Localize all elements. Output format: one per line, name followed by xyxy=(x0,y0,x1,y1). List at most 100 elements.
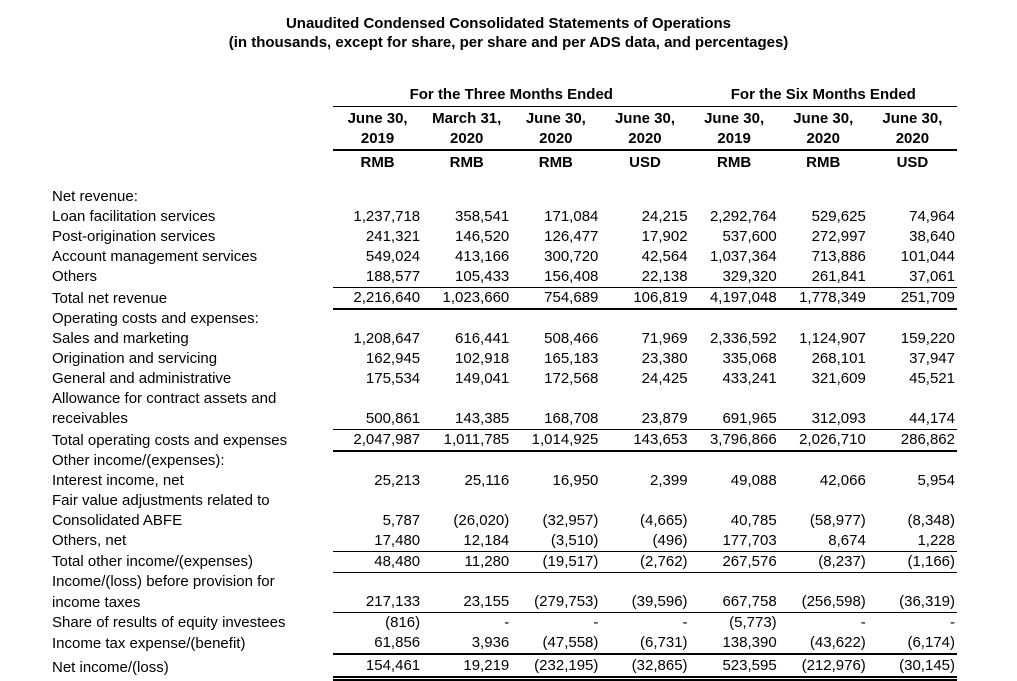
cell-col-2 xyxy=(422,451,511,471)
cell-col-3: (279,753) xyxy=(511,592,601,613)
cell-col-4: (6,731) xyxy=(600,633,690,655)
cell-col-5 xyxy=(690,491,779,511)
row-label: Net revenue: xyxy=(52,187,138,205)
row-label: Fair value adjustments related to xyxy=(52,491,270,509)
cell-col-5: 2,292,764 xyxy=(709,207,777,225)
cell-col-2: 413,166 xyxy=(455,247,510,265)
cell-col-3: 156,408 xyxy=(511,266,601,288)
cell-col-6: 1,124,907 xyxy=(799,329,866,347)
cell-col-6: 268,101 xyxy=(811,349,866,367)
cell-col-5: 667,758 xyxy=(689,592,779,613)
cell-col-5 xyxy=(690,572,779,592)
cell-col-1: 549,024 xyxy=(365,247,421,265)
cell-col-3: (3,510) xyxy=(511,530,601,552)
cell-col-5: 267,576 xyxy=(689,551,779,573)
cell-col-3: (47,558) xyxy=(511,633,601,655)
cell-col-4: 106,819 xyxy=(600,287,690,310)
cell-col-3: (19,517) xyxy=(511,551,601,573)
row-label: Interest income, net xyxy=(52,471,184,489)
row-label: Loan facilitation services xyxy=(52,207,216,225)
cell-col-3: 16,950 xyxy=(552,471,599,489)
total-row: Total other income/(expenses) 48,480 11,… xyxy=(52,551,957,573)
cell-col-4 xyxy=(600,572,689,592)
title-block: Unaudited Condensed Consolidated Stateme… xyxy=(0,0,1017,52)
item-row: Consolidated ABFE 5,787 (26,020) (32,957… xyxy=(52,511,957,531)
cell-col-6: (58,977) xyxy=(809,511,866,529)
column-header-1: June 30, 2019 xyxy=(333,106,423,151)
cell-col-2: 23,155 xyxy=(422,592,512,613)
page-subtitle: (in thousands, except for share, per sha… xyxy=(228,34,789,51)
cell-col-7: (8,348) xyxy=(907,511,955,529)
cell-col-5: (5,773) xyxy=(729,614,777,631)
cell-col-3: (32,957) xyxy=(542,511,599,529)
header-corner xyxy=(52,150,333,175)
header-corner xyxy=(52,106,333,150)
cell-col-1 xyxy=(333,309,422,329)
cell-col-6: (8,237) xyxy=(778,551,868,573)
cell-col-6: 312,093 xyxy=(778,408,868,430)
item-row: Interest income, net 25,213 25,116 16,95… xyxy=(52,471,957,491)
item-row: Account management services 549,024 413,… xyxy=(52,247,957,267)
cell-col-5: 3,796,866 xyxy=(689,429,779,452)
cell-col-3 xyxy=(511,572,600,592)
cell-col-6: - xyxy=(860,614,866,631)
cell-col-2: 105,433 xyxy=(422,266,512,288)
cell-col-1: 217,133 xyxy=(333,592,423,613)
cell-col-4: (496) xyxy=(600,530,690,552)
wrap-row: Fair value adjustments related to xyxy=(52,491,957,511)
item-row: receivables 500,861 143,385 168,708 23,8… xyxy=(52,408,957,430)
cell-col-7: 101,044 xyxy=(900,247,955,265)
cell-col-1: 188,577 xyxy=(333,266,423,288)
cell-col-1: 1,208,647 xyxy=(353,329,421,347)
cell-col-7: (36,319) xyxy=(867,592,957,613)
cell-col-6: 529,625 xyxy=(811,207,866,225)
item-row: Post-origination services 241,321 146,52… xyxy=(52,227,957,247)
section-row: Operating costs and expenses: xyxy=(52,309,957,329)
cell-col-2: (26,020) xyxy=(453,511,510,529)
cell-col-7: (1,166) xyxy=(867,551,957,573)
cell-col-6 xyxy=(779,451,868,471)
cell-col-1: 61,856 xyxy=(333,633,423,655)
cell-col-1: 25,213 xyxy=(374,471,421,489)
cell-col-4: 23,879 xyxy=(600,408,690,430)
cell-col-7: 37,947 xyxy=(909,349,955,367)
cell-col-6: 1,778,349 xyxy=(778,287,868,310)
section-row: Net revenue: xyxy=(52,175,957,207)
row-label: Others, net xyxy=(52,532,127,549)
cell-col-7 xyxy=(868,491,957,511)
currency-header-4: USD xyxy=(629,153,661,171)
cell-col-7: 159,220 xyxy=(900,329,955,347)
cell-col-6 xyxy=(779,572,868,592)
cell-col-1: 17,480 xyxy=(333,530,423,552)
date-header-row: June 30, 2019 March 31, 2020 June 30, 20… xyxy=(52,106,957,151)
item-row: Income tax expense/(benefit) 61,856 3,93… xyxy=(52,633,957,655)
cell-col-3: 754,689 xyxy=(511,287,601,310)
cell-col-7: 5,954 xyxy=(917,471,955,489)
cell-col-4: 42,564 xyxy=(641,247,688,265)
cell-col-7: 251,709 xyxy=(867,287,957,310)
row-label: Total net revenue xyxy=(52,289,168,307)
cell-col-2: 358,541 xyxy=(455,207,510,225)
cell-col-4: 143,653 xyxy=(600,429,690,452)
item-row: General and administrative 175,534 149,0… xyxy=(52,369,957,389)
cell-col-3 xyxy=(511,451,600,471)
cell-col-3: - xyxy=(593,614,599,631)
cell-col-5: 537,600 xyxy=(722,227,777,245)
cell-col-4: 17,902 xyxy=(641,227,688,245)
cell-col-5: 335,068 xyxy=(722,349,777,367)
cell-col-4: (32,865) xyxy=(600,654,690,681)
cell-col-4: (4,665) xyxy=(640,511,688,529)
cell-col-2 xyxy=(422,175,511,207)
cell-col-7 xyxy=(868,309,957,329)
cell-col-2: 25,116 xyxy=(464,471,510,489)
cell-col-1: 500,861 xyxy=(333,408,423,430)
cell-col-7: - xyxy=(950,614,955,631)
cell-col-4: 24,215 xyxy=(641,207,688,225)
cell-col-6: 272,997 xyxy=(811,227,866,245)
cell-col-2: 143,385 xyxy=(422,408,512,430)
cell-col-3 xyxy=(511,309,600,329)
cell-col-2 xyxy=(422,309,511,329)
cell-col-5: 1,037,364 xyxy=(709,247,777,265)
currency-header-1: RMB xyxy=(360,153,395,171)
cell-col-2: - xyxy=(504,614,510,631)
